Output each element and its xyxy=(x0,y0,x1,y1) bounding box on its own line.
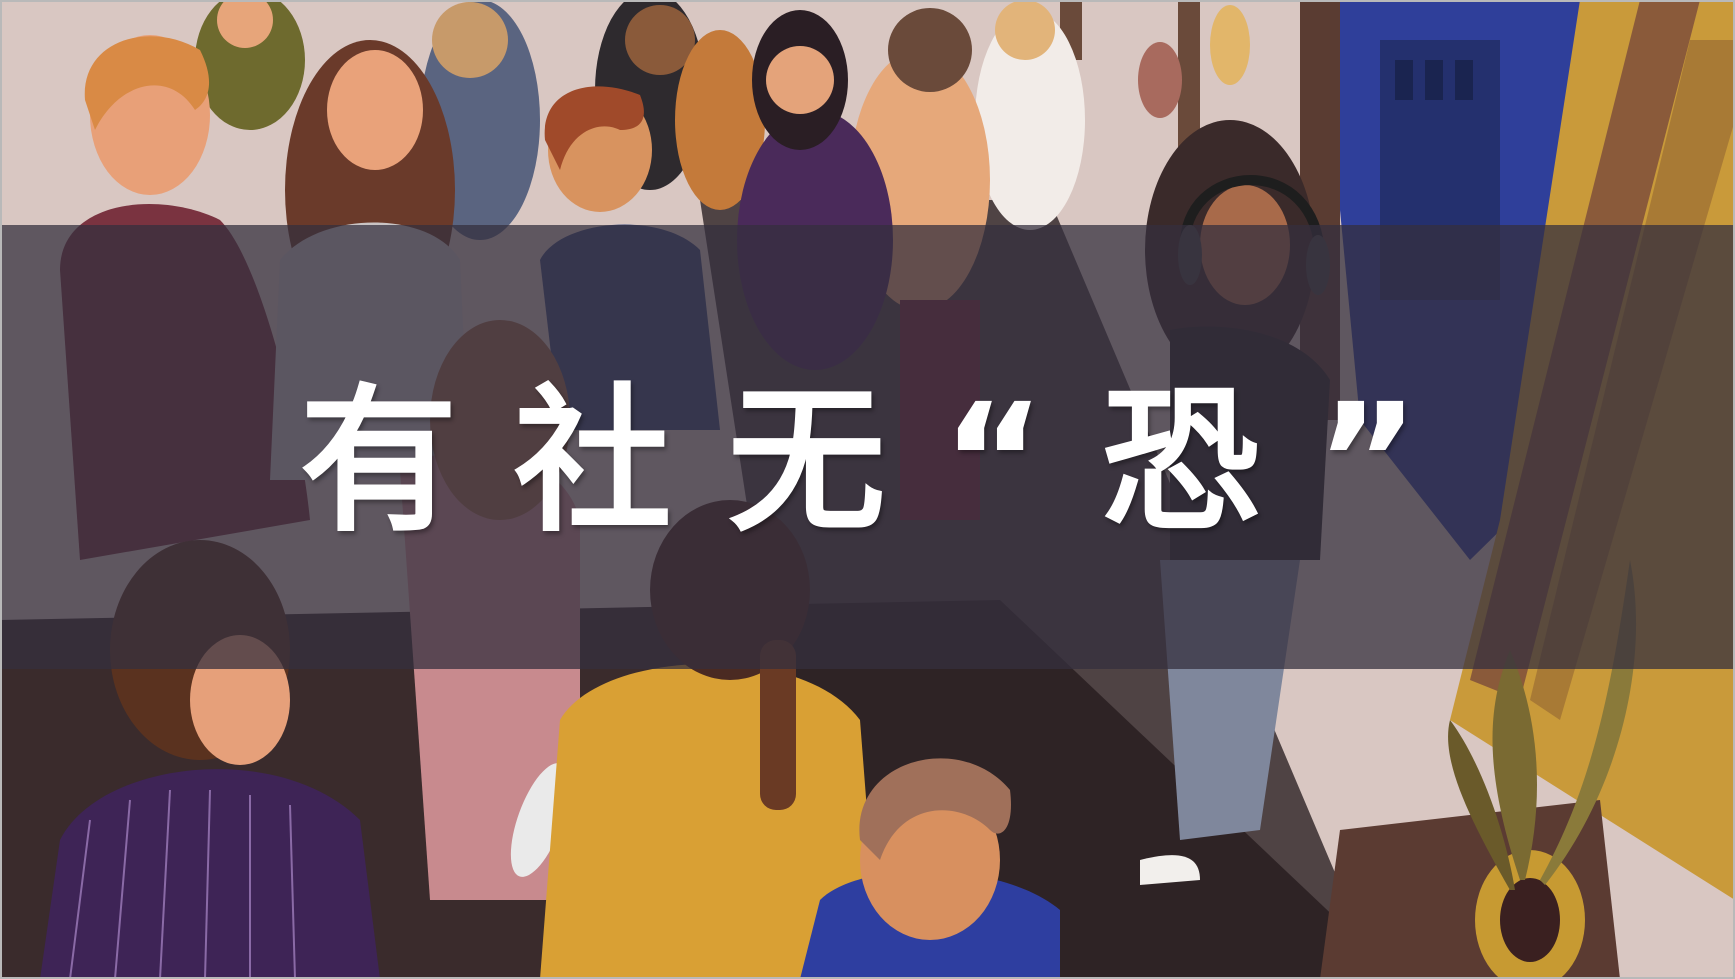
window-pane xyxy=(1395,60,1413,100)
window-pane xyxy=(1455,60,1473,100)
purple-sweater-person-face xyxy=(766,46,834,114)
wall-art-circle xyxy=(1138,42,1182,118)
slide-title: 有社无“恐” xyxy=(0,225,1735,669)
background-person-head xyxy=(995,0,1055,60)
background-person-head xyxy=(888,8,972,92)
background-person-head xyxy=(432,2,508,78)
plant-pot-opening xyxy=(1500,878,1560,962)
window-pane xyxy=(1425,60,1443,100)
wall-art-circle xyxy=(1210,5,1250,85)
long-hair-person-face xyxy=(327,50,423,170)
background-person-head xyxy=(625,5,695,75)
